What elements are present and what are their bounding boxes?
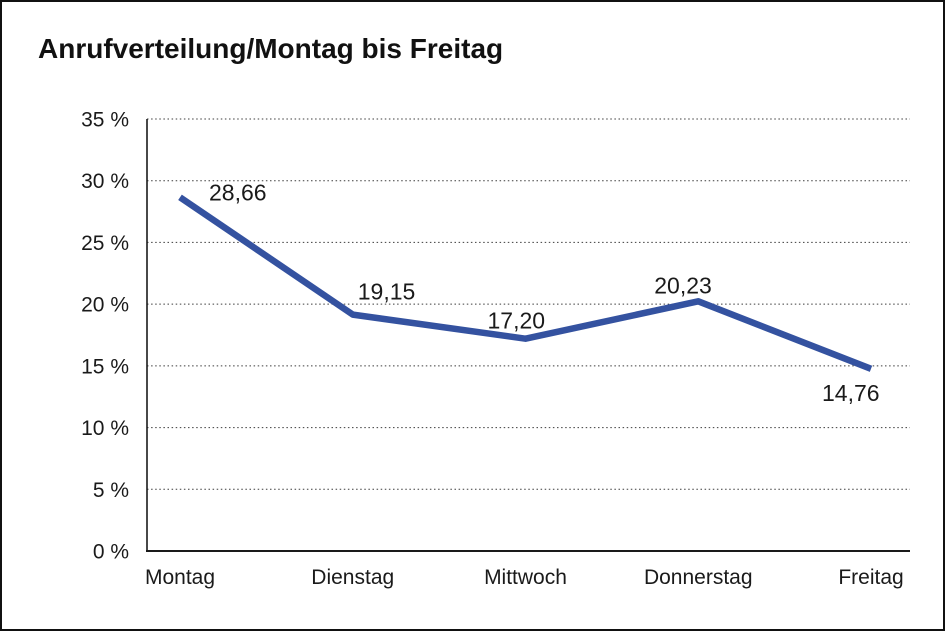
x-category-label: Freitag	[838, 566, 903, 589]
data-point-label: 17,20	[488, 308, 546, 334]
data-point-label: 28,66	[209, 179, 267, 205]
y-tick-label: 25 %	[81, 232, 129, 255]
x-category-label: Montag	[145, 566, 215, 589]
x-category-label: Mittwoch	[484, 566, 567, 589]
x-category-label: Dienstag	[311, 566, 394, 589]
y-tick-label: 20 %	[81, 294, 129, 317]
y-tick-label: 5 %	[93, 479, 129, 502]
y-tick-label: 15 %	[81, 355, 129, 378]
y-tick-label: 35 %	[81, 109, 129, 132]
data-series-line	[178, 194, 873, 372]
y-tick-label: 0 %	[93, 541, 129, 564]
y-tick-label: 30 %	[81, 170, 129, 193]
data-point-label: 14,76	[822, 380, 880, 406]
data-point-label: 20,23	[654, 272, 712, 298]
chart-title: Anrufverteilung/Montag bis Freitag	[38, 33, 504, 64]
y-tick-label: 10 %	[81, 417, 129, 440]
x-category-label: Donnerstag	[644, 566, 753, 589]
data-point-label: 19,15	[358, 279, 416, 305]
